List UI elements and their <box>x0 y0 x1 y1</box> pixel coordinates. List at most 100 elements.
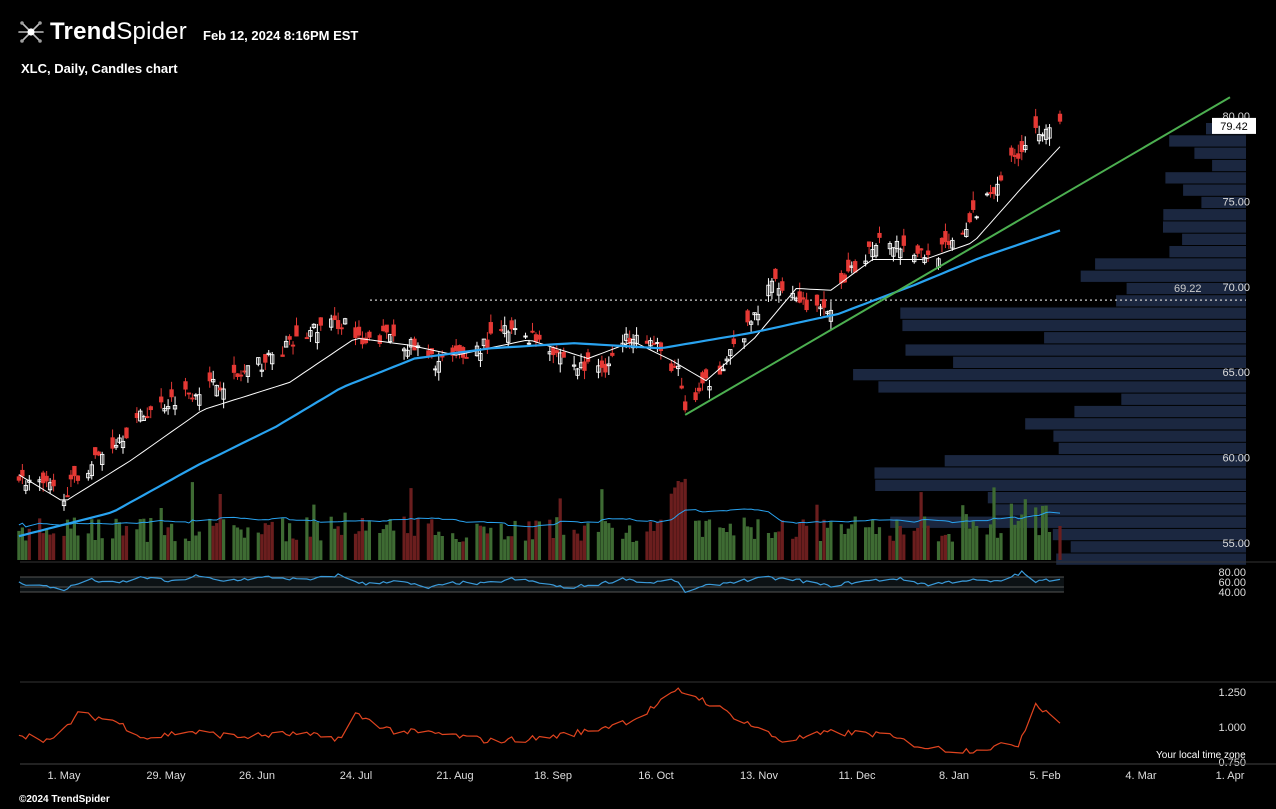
candle-body <box>1036 134 1042 142</box>
volume-profile-bar <box>1121 393 1246 405</box>
volume-bar <box>270 521 274 560</box>
volume-bar <box>950 541 954 560</box>
x-tick-label: 1. Apr <box>1216 770 1245 782</box>
candle-body <box>377 335 382 344</box>
candle-body <box>138 410 143 422</box>
candle-body <box>984 193 990 196</box>
volume-profile-bar <box>1025 418 1246 430</box>
volume-bar <box>409 488 413 560</box>
volume-bar <box>669 493 673 560</box>
volume-profile <box>853 123 1246 565</box>
volume-bar <box>343 512 347 560</box>
candle-body <box>1012 155 1017 157</box>
volume-bar <box>607 523 611 560</box>
volume-bar <box>489 527 493 560</box>
volume-bar <box>697 520 701 560</box>
volume-bar <box>864 527 868 560</box>
volume-bar <box>600 489 604 560</box>
volume-bar <box>777 531 781 560</box>
volume-bar <box>825 527 830 560</box>
candle-body <box>353 327 358 338</box>
volume-bar <box>572 529 576 560</box>
volume-bar <box>680 482 684 560</box>
sma-short-line <box>18 146 1061 501</box>
volume-bar <box>69 528 73 560</box>
candle-body <box>100 453 105 465</box>
volume-bar <box>652 530 656 560</box>
volume-bar <box>631 542 635 560</box>
candle-body <box>523 335 528 338</box>
volume-bar <box>766 533 771 560</box>
volume-bar <box>995 537 1000 560</box>
volume-bar <box>527 521 531 560</box>
volume-bar <box>843 534 847 560</box>
volume-bar <box>312 504 316 560</box>
volume-bar <box>1037 535 1041 560</box>
candle-body <box>190 397 195 400</box>
volume-bar <box>308 536 312 560</box>
volume-bar <box>510 536 514 560</box>
candle-body <box>1057 113 1063 122</box>
volume-profile-bar <box>900 307 1246 319</box>
candle-body <box>197 394 202 406</box>
candle-body <box>506 331 511 343</box>
candle-body <box>47 482 53 491</box>
candle-body <box>214 384 219 397</box>
candle-body <box>801 297 806 300</box>
volume-bar <box>260 534 264 560</box>
volume-profile-bar <box>1169 135 1246 147</box>
volume-bar <box>187 541 191 560</box>
volume-profile-bar <box>1044 332 1246 344</box>
candle-body <box>453 345 459 352</box>
volume-bar <box>1058 526 1062 560</box>
volume-bar <box>353 533 358 560</box>
candle-body <box>231 364 237 373</box>
x-tick-label: 26. Jun <box>239 770 275 782</box>
volume-bar <box>628 525 632 560</box>
candle-body <box>891 247 896 257</box>
volume-bar <box>235 527 240 560</box>
x-tick-label: 13. Nov <box>740 770 778 782</box>
volume-bar <box>756 519 760 560</box>
candle-body <box>283 340 289 348</box>
candle-body <box>256 357 261 365</box>
candle-body <box>804 299 809 311</box>
price-tick-label: 60.00 <box>1222 453 1250 465</box>
volume-bar <box>27 528 31 560</box>
last-price-tag <box>1212 117 1256 134</box>
candle-body <box>818 306 823 310</box>
price-tick-label: 70.00 <box>1222 282 1250 294</box>
volume-bar <box>38 518 42 560</box>
candle-body <box>967 213 972 223</box>
rsi-tick-label: 80.00 <box>1218 567 1246 579</box>
volume-bar <box>232 525 236 560</box>
candle-body <box>384 324 389 333</box>
volume-bar <box>1044 505 1048 560</box>
lower-tick-label: 1.250 <box>1218 687 1246 699</box>
volume-bar <box>166 527 170 560</box>
volume-bar <box>17 530 21 560</box>
candle-body <box>866 241 872 247</box>
volume-bar <box>458 542 462 560</box>
volume-bar <box>190 482 194 560</box>
candle-body <box>308 330 313 337</box>
candle-body <box>554 350 559 354</box>
volume-bar <box>888 535 892 560</box>
rsi-pane <box>18 570 1061 594</box>
volume-bar <box>288 523 292 560</box>
candle-body <box>696 387 702 392</box>
candle-body <box>998 175 1004 181</box>
volume-bar <box>916 527 920 560</box>
candle-body <box>110 437 115 449</box>
candle-body <box>1023 145 1028 151</box>
trendspider-logo: TrendSpider <box>18 18 187 46</box>
volume-bar <box>523 540 528 560</box>
volume-bar <box>124 526 129 560</box>
volume-bar <box>388 519 392 560</box>
volume-bar <box>871 519 875 560</box>
candle-body <box>61 500 67 507</box>
volume-bar <box>381 529 385 560</box>
volume-bar <box>364 530 368 560</box>
volume-bar <box>319 540 323 560</box>
